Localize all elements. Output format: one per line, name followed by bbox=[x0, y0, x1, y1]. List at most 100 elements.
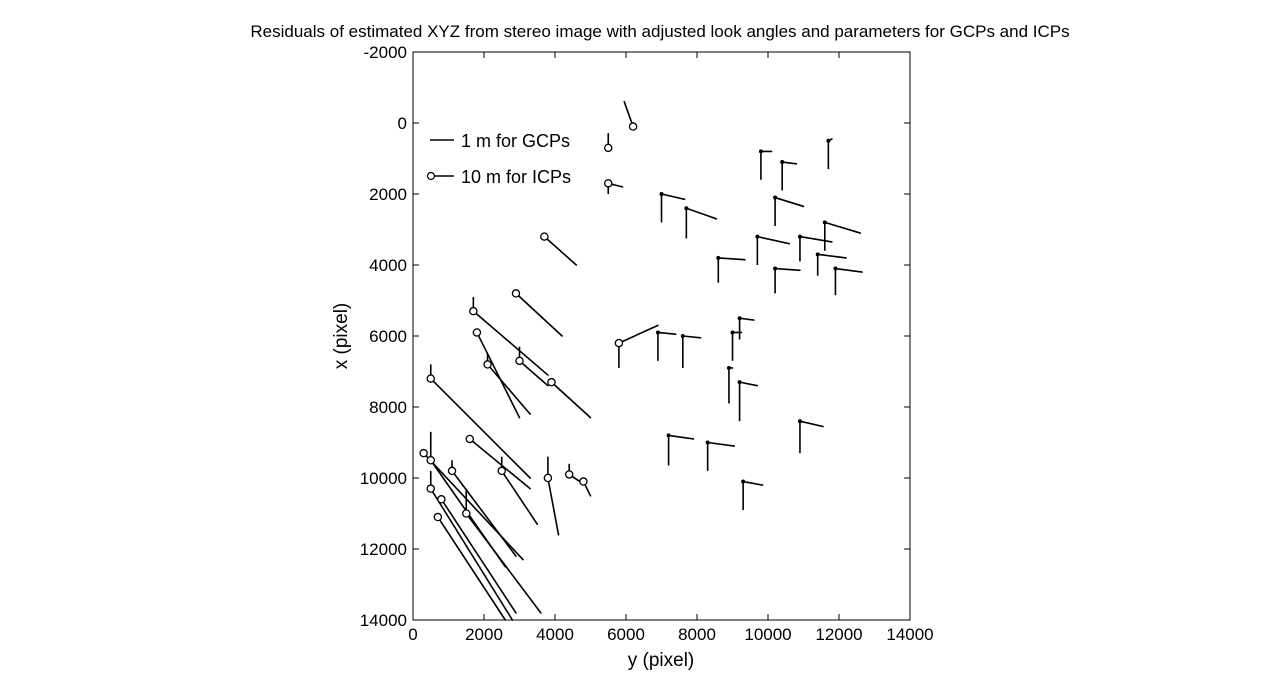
legend-icp-label: 10 m for ICPs bbox=[461, 167, 571, 187]
gcp-point bbox=[655, 330, 677, 361]
gcp-planimetric-residual bbox=[834, 267, 863, 273]
gcp-planimetric-residual bbox=[756, 235, 791, 245]
gcp-planimetric-residual bbox=[799, 420, 824, 428]
x-tick-label: 6000 bbox=[607, 625, 645, 644]
gcp-point bbox=[716, 255, 746, 283]
icp-marker bbox=[447, 466, 457, 476]
gcp-point bbox=[773, 195, 805, 226]
gcp-planimetric-residual bbox=[738, 381, 759, 387]
icp-planimetric-residual bbox=[500, 470, 539, 525]
gcp-marker bbox=[730, 330, 735, 335]
icp-point bbox=[564, 463, 581, 483]
gcp-marker bbox=[797, 234, 802, 239]
icp-point bbox=[469, 296, 549, 376]
icp-planimetric-residual bbox=[476, 331, 521, 419]
y-axis-label: x (pixel) bbox=[331, 303, 352, 370]
icp-point bbox=[515, 346, 549, 387]
icp-planimetric-residual bbox=[437, 516, 507, 621]
icp-point bbox=[426, 364, 531, 479]
gcp-marker bbox=[705, 440, 710, 445]
gcp-marker bbox=[780, 160, 785, 165]
gcp-marker bbox=[737, 316, 742, 321]
y-tick-label: 12000 bbox=[360, 540, 407, 559]
icp-point bbox=[426, 470, 514, 621]
icp-point bbox=[472, 328, 521, 419]
x-tick-label: 4000 bbox=[536, 625, 574, 644]
icp-planimetric-residual bbox=[440, 498, 517, 614]
y-tick-label: 14000 bbox=[360, 611, 407, 630]
y-tick-label: -2000 bbox=[364, 43, 407, 62]
icp-planimetric-residual bbox=[547, 477, 560, 536]
icp-marker bbox=[465, 434, 475, 444]
gcp-marker bbox=[773, 195, 778, 200]
gcp-point bbox=[741, 479, 764, 510]
icp-point bbox=[461, 488, 542, 614]
gcp-point bbox=[737, 380, 759, 422]
y-tick-label: 4000 bbox=[369, 256, 407, 275]
icp-marker bbox=[437, 495, 446, 504]
gcp-point bbox=[758, 149, 773, 180]
icp-marker bbox=[543, 473, 553, 483]
gcp-point bbox=[737, 316, 755, 340]
gcp-point bbox=[755, 234, 791, 265]
icp-marker bbox=[433, 512, 443, 522]
y-tick-label: 6000 bbox=[369, 327, 407, 346]
icp-point bbox=[483, 353, 531, 415]
icp-planimetric-residual bbox=[422, 452, 524, 561]
gcp-point bbox=[826, 138, 833, 170]
icp-planimetric-residual bbox=[543, 235, 578, 266]
gcp-marker bbox=[737, 380, 742, 385]
icp-marker bbox=[426, 484, 435, 493]
gcp-planimetric-residual bbox=[742, 480, 764, 486]
gcp-planimetric-residual bbox=[823, 221, 862, 234]
icp-marker bbox=[511, 289, 521, 298]
x-tick-label: 0 bbox=[408, 625, 417, 644]
gcp-planimetric-residual bbox=[667, 434, 695, 440]
gcp-point bbox=[680, 334, 702, 368]
icp-point bbox=[540, 232, 578, 266]
gcp-planimetric-residual bbox=[799, 235, 833, 243]
gcp-point bbox=[797, 419, 824, 454]
gcp-point bbox=[684, 206, 718, 239]
icp-planimetric-residual bbox=[465, 512, 542, 614]
icp-marker bbox=[547, 377, 556, 387]
icp-point bbox=[579, 477, 592, 497]
icp-planimetric-residual bbox=[429, 487, 514, 621]
legend-icp-circle bbox=[426, 171, 436, 181]
legend: 1 m for GCPs 10 m for ICPs bbox=[426, 131, 571, 187]
gcp-point bbox=[730, 330, 743, 361]
gcp-marker bbox=[833, 266, 838, 271]
gcp-planimetric-residual bbox=[781, 161, 798, 165]
residual-marks bbox=[419, 100, 863, 621]
x-tick-label: 10000 bbox=[744, 625, 791, 644]
gcp-marker bbox=[684, 206, 689, 211]
icp-point bbox=[604, 132, 613, 153]
x-tick-label: 2000 bbox=[465, 625, 503, 644]
x-tick-label: 14000 bbox=[886, 625, 933, 644]
icp-planimetric-residual bbox=[618, 324, 659, 344]
gcp-point bbox=[833, 266, 863, 296]
icp-marker bbox=[604, 179, 613, 188]
icp-marker bbox=[472, 328, 482, 337]
gcp-marker bbox=[826, 138, 831, 143]
icp-point bbox=[465, 434, 531, 490]
gcp-point bbox=[822, 220, 862, 251]
gcp-marker bbox=[755, 234, 760, 239]
icp-planimetric-residual bbox=[550, 381, 592, 419]
y-tick-label: 2000 bbox=[369, 185, 407, 204]
icp-marker bbox=[469, 306, 478, 316]
icp-point bbox=[433, 512, 507, 621]
icp-marker bbox=[564, 470, 574, 479]
gcp-marker bbox=[815, 252, 820, 257]
icp-point bbox=[623, 100, 638, 131]
icp-marker bbox=[579, 477, 588, 486]
gcp-point bbox=[659, 192, 686, 223]
gcp-planimetric-residual bbox=[685, 207, 718, 220]
gcp-marker bbox=[680, 334, 685, 338]
icp-planimetric-residual bbox=[468, 438, 531, 490]
icp-planimetric-residual bbox=[429, 377, 531, 479]
icp-planimetric-residual bbox=[472, 310, 549, 376]
icp-marker bbox=[461, 509, 471, 518]
gcp-marker bbox=[716, 255, 721, 260]
icp-point bbox=[497, 456, 539, 525]
